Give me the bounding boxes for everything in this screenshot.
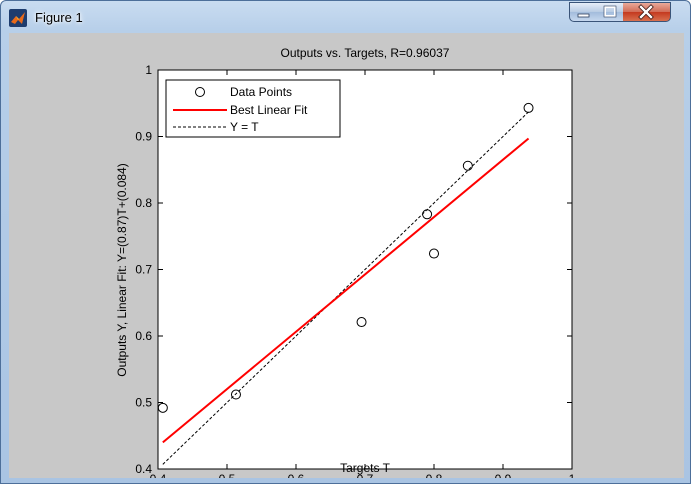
minimize-icon: [577, 13, 590, 18]
title-bar[interactable]: Figure 1: [1, 1, 690, 33]
y-tick-label: 0.9: [135, 130, 152, 144]
data-point: [422, 209, 433, 220]
legend-entry-best-linear-fit: Best Linear Fit: [230, 103, 308, 117]
y-tick-label: 0.4: [135, 462, 152, 476]
y-tick-labels: 0.4 0.5 0.6 0.7 0.8 0.9 1: [135, 63, 152, 476]
data-point: [429, 248, 439, 259]
plot-title: Outputs vs. Targets, R=0.96037: [281, 46, 450, 60]
x-tick-label: 0.9: [495, 472, 512, 478]
data-point: [462, 160, 473, 171]
x-tick-label: 0.5: [219, 472, 236, 478]
axes-frame: [157, 69, 573, 470]
x-tick-label: 1: [569, 472, 576, 478]
legend[interactable]: Data Points Best Linear Fit Y = T: [165, 79, 341, 138]
legend-marker-data-points: [195, 87, 205, 97]
x-tick-labels: 0.4 0.5 0.6 0.7 0.8 0.9 1: [150, 472, 576, 478]
best-linear-fit-line: [162, 137, 530, 444]
y-tick-label: 0.5: [135, 396, 152, 410]
x-tick-label: 0.4: [150, 472, 167, 478]
window-title: Figure 1: [35, 10, 83, 25]
data-series: [157, 102, 534, 465]
data-point: [523, 102, 534, 113]
x-tick-label: 0.7: [357, 472, 374, 478]
regression-plot: Outputs vs. Targets, R=0.96037 Targets T…: [115, 46, 576, 478]
x-tick-label: 0.6: [288, 472, 305, 478]
figure-canvas: Outputs vs. Targets, R=0.96037 Targets T…: [9, 33, 684, 478]
maximize-button[interactable]: [597, 2, 624, 22]
maximize-icon: [603, 5, 617, 18]
y-tick-label: 0.8: [135, 196, 152, 210]
y-tick-label: 1: [145, 63, 152, 77]
x-tick-label: 0.8: [426, 472, 443, 478]
data-point: [356, 317, 367, 328]
legend-entry-data-points: Data Points: [230, 85, 292, 99]
matlab-icon: [9, 9, 27, 27]
data-point: [230, 389, 241, 400]
legend-entry-y-equals-t: Y = T: [230, 120, 259, 134]
y-axis-label: Outputs Y, Linear Fit: Y=(0.87)T+(0.084): [115, 163, 129, 376]
y-tick-label: 0.7: [135, 263, 152, 277]
close-button[interactable]: [623, 2, 671, 22]
minimize-button[interactable]: [569, 2, 598, 22]
y-tick-label: 0.6: [135, 329, 152, 343]
close-icon: [638, 4, 654, 20]
